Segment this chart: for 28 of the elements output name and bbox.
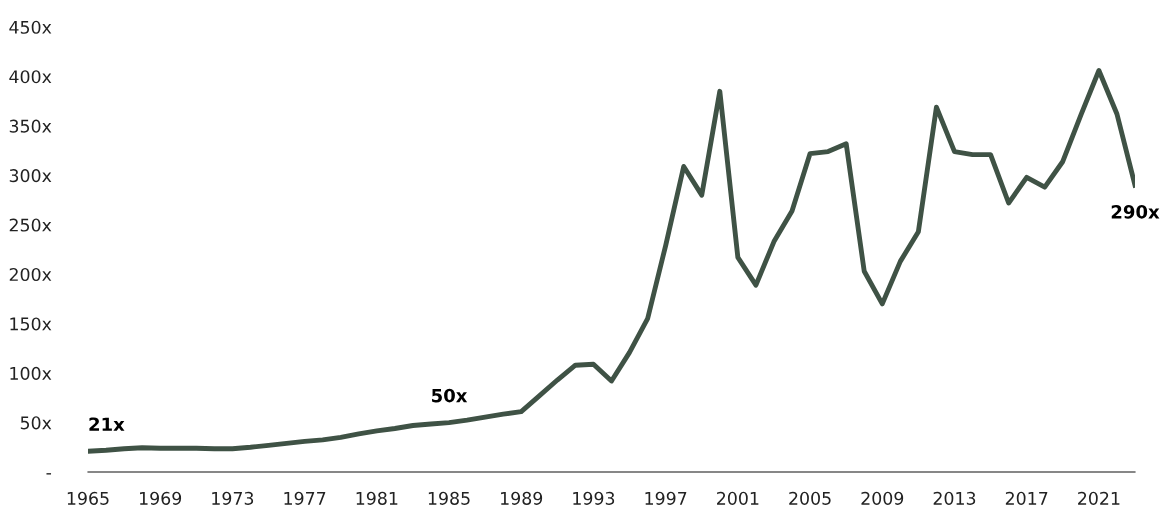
annotation: 290x (1111, 204, 1160, 219)
y-tick-label: - (46, 473, 52, 475)
y-tick-label: 350x (9, 119, 52, 133)
x-tick-label: 1993 (573, 491, 615, 505)
x-tick-label: 2001 (717, 491, 759, 505)
x-tick-label: 2013 (933, 491, 976, 505)
annotation: 21x (89, 417, 125, 431)
y-tick-label: 300x (9, 169, 52, 183)
y-tick-label: 50x (20, 416, 52, 430)
annotation: 50x (432, 388, 468, 403)
y-tick-label: 450x (9, 20, 52, 34)
x-tick-label: 2005 (789, 491, 831, 505)
x-tick-label: 2021 (1078, 491, 1120, 505)
x-tick-label: 1989 (501, 491, 543, 505)
x-tick-label: 1973 (212, 491, 254, 505)
y-tick-label: 100x (10, 366, 52, 380)
x-tick-label: 2017 (1005, 491, 1048, 505)
x-tick-label: 2009 (861, 491, 904, 505)
x-tick-label: 1981 (356, 491, 398, 505)
y-tick-label: 400x (9, 70, 52, 84)
y-tick-label: 200x (9, 267, 52, 282)
x-tick-label: 1985 (428, 491, 470, 505)
y-tick-label: 250x (9, 218, 52, 232)
x-tick-label: 1969 (140, 491, 182, 505)
x-tick-label: 1977 (284, 491, 326, 505)
y-tick-label: 150x (10, 317, 52, 331)
x-tick-label: 1965 (67, 491, 109, 505)
x-tick-label: 1997 (645, 491, 687, 505)
